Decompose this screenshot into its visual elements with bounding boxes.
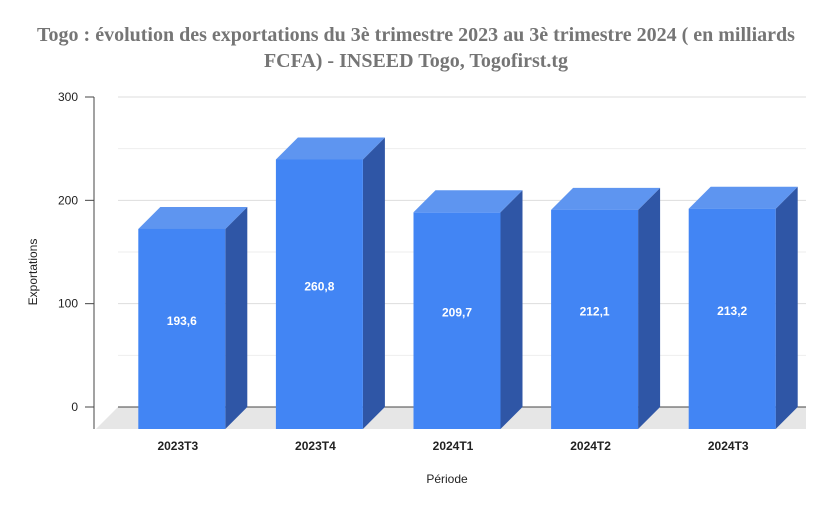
- y-tick-label: 100: [58, 297, 78, 311]
- chart-title-line-2: FCFA) - INSEED Togo, Togofirst.tg: [263, 50, 569, 72]
- chart-title: Togo : évolution des exportations du 3è …: [0, 22, 832, 74]
- bar-top-face: [551, 187, 661, 210]
- bar-top-face: [275, 137, 385, 160]
- y-tick-label: 0: [71, 400, 78, 414]
- bar-side-face: [775, 186, 798, 429]
- bar-top-face: [138, 206, 248, 229]
- x-tick-label: 2024T2: [570, 439, 611, 453]
- data-label: 212,1: [580, 304, 610, 318]
- data-label: 260,8: [304, 279, 334, 293]
- chart-title-line-1: Togo : évolution des exportations du 3è …: [37, 24, 795, 46]
- data-label: 209,7: [442, 306, 472, 320]
- bar-top-face: [688, 186, 798, 209]
- data-label: 213,2: [717, 304, 747, 318]
- x-tick-label: 2023T3: [157, 439, 198, 453]
- x-tick-label: 2024T1: [433, 439, 474, 453]
- bar-top-face: [413, 190, 523, 213]
- bar: [413, 212, 501, 429]
- x-tick-label: 2023T4: [295, 439, 336, 453]
- data-label: 193,6: [167, 314, 197, 328]
- bar: [551, 209, 639, 429]
- bar-side-face: [638, 187, 661, 429]
- y-axis-title: Exportations: [26, 239, 40, 306]
- bar: [275, 159, 363, 430]
- bar: [688, 208, 776, 429]
- x-axis-title: Période: [426, 472, 468, 486]
- y-tick-label: 300: [58, 90, 78, 104]
- bar-side-face: [362, 137, 385, 430]
- x-tick-label: 2024T3: [708, 439, 749, 453]
- bar-side-face: [225, 206, 248, 429]
- bar: [138, 228, 226, 429]
- y-tick-label: 200: [58, 193, 78, 207]
- bar-side-face: [500, 190, 523, 429]
